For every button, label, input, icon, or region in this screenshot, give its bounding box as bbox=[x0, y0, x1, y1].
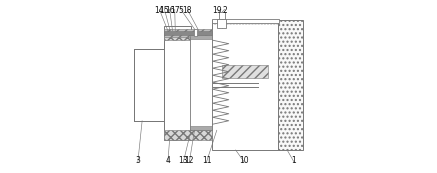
Bar bbox=[190, 35, 212, 39]
Bar bbox=[164, 29, 212, 37]
Bar bbox=[164, 130, 212, 140]
Bar bbox=[277, 20, 302, 150]
Text: 5: 5 bbox=[178, 6, 183, 15]
Bar bbox=[164, 26, 191, 140]
Bar bbox=[222, 65, 268, 78]
Bar bbox=[194, 29, 198, 36]
Text: 12: 12 bbox=[184, 156, 194, 165]
Bar bbox=[164, 31, 212, 35]
Bar bbox=[212, 20, 277, 150]
Text: 19: 19 bbox=[212, 6, 222, 15]
Bar bbox=[218, 12, 225, 19]
Text: 4: 4 bbox=[166, 156, 170, 165]
Bar bbox=[190, 126, 212, 130]
Text: 17: 17 bbox=[170, 6, 180, 15]
Text: 13: 13 bbox=[178, 156, 188, 165]
Bar bbox=[212, 19, 278, 23]
Text: 10: 10 bbox=[239, 156, 249, 165]
Text: 11: 11 bbox=[202, 156, 211, 165]
Text: 3: 3 bbox=[135, 156, 140, 165]
Text: 18: 18 bbox=[183, 6, 192, 15]
Bar bbox=[164, 31, 212, 40]
Text: 16: 16 bbox=[165, 6, 174, 15]
Text: 15: 15 bbox=[160, 6, 169, 15]
Text: 2: 2 bbox=[222, 6, 227, 15]
Bar bbox=[135, 49, 164, 121]
Text: 14: 14 bbox=[155, 6, 164, 15]
Bar bbox=[190, 34, 212, 130]
Text: 1: 1 bbox=[291, 156, 296, 165]
Bar bbox=[217, 19, 226, 28]
